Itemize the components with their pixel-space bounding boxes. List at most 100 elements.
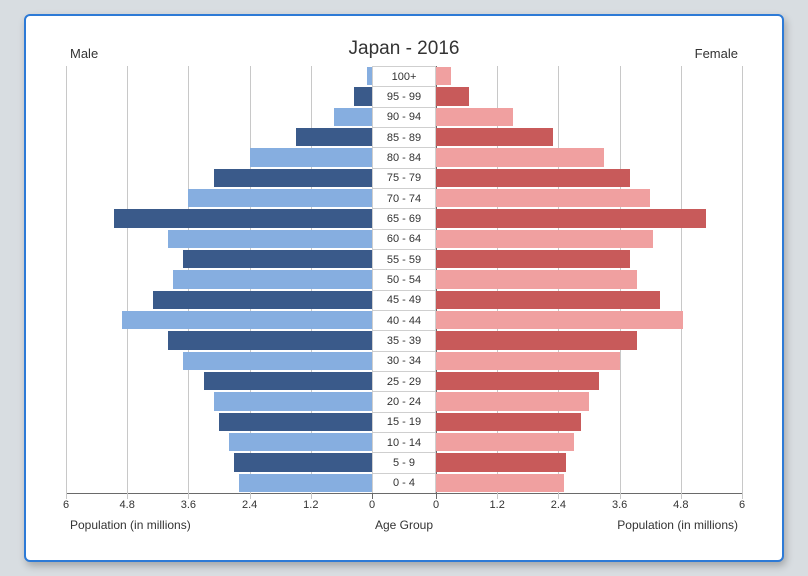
bar-row (436, 412, 742, 432)
age-group-label: 35 - 39 (372, 330, 436, 350)
chart-title: Japan - 2016 (66, 38, 742, 60)
bar-row (66, 330, 372, 350)
female-bar (436, 148, 604, 166)
female-bar (436, 270, 637, 288)
bar-row (436, 168, 742, 188)
male-bar (229, 433, 372, 451)
bar-row (66, 168, 372, 188)
bar-row (436, 473, 742, 493)
bar-row (66, 86, 372, 106)
female-bar (436, 87, 469, 105)
age-group-label: 90 - 94 (372, 107, 436, 127)
bar-row (436, 290, 742, 310)
male-bar (122, 311, 372, 329)
female-bar (436, 474, 564, 492)
age-group-label: 65 - 69 (372, 208, 436, 228)
female-bar (436, 230, 653, 248)
x-tick-label: 3.6 (612, 499, 627, 511)
female-bars (436, 66, 742, 493)
x-tick-label: 0 (433, 499, 439, 511)
bar-row (436, 147, 742, 167)
grid-tick (742, 66, 743, 499)
age-group-label: 45 - 49 (372, 290, 436, 310)
male-bar (296, 128, 373, 146)
female-label: Female (695, 46, 738, 61)
bar-row (436, 371, 742, 391)
x-tick-label: 1.2 (303, 499, 318, 511)
male-bar (219, 413, 372, 431)
x-tick-label: 2.4 (242, 499, 257, 511)
x-tick-label: 2.4 (551, 499, 566, 511)
female-bar (436, 189, 650, 207)
age-group-label: 20 - 24 (372, 391, 436, 411)
female-bar (436, 392, 589, 410)
female-bar (436, 433, 574, 451)
male-bar (204, 372, 372, 390)
bar-row (66, 310, 372, 330)
female-bar (436, 128, 553, 146)
age-group-label: 25 - 29 (372, 371, 436, 391)
female-bar (436, 67, 451, 85)
age-group-column: 100+95 - 9990 - 9485 - 8980 - 8475 - 797… (372, 66, 436, 493)
age-group-label: 100+ (372, 66, 436, 86)
bar-row (436, 208, 742, 228)
bar-row (436, 107, 742, 127)
x-axis-label-right: Population (in millions) (617, 518, 738, 532)
female-bar (436, 352, 620, 370)
male-bar (239, 474, 372, 492)
age-group-label: 95 - 99 (372, 86, 436, 106)
bar-row (66, 351, 372, 371)
x-axis-labels-female: 01.22.43.64.86 (436, 499, 742, 515)
male-bar (183, 250, 372, 268)
female-bar (436, 453, 566, 471)
bar-row (66, 66, 372, 86)
male-bar (188, 189, 372, 207)
x-tick-label: 6 (739, 499, 745, 511)
bar-row (436, 127, 742, 147)
x-tick-label: 4.8 (120, 499, 135, 511)
female-bar (436, 372, 599, 390)
plot-area: Japan - 2016 Male Female 100+95 - 9990 -… (66, 36, 742, 494)
male-bar (168, 230, 372, 248)
female-bar (436, 413, 581, 431)
male-bar (183, 352, 372, 370)
age-group-label: 10 - 14 (372, 432, 436, 452)
bar-row (436, 66, 742, 86)
female-bar (436, 108, 513, 126)
bar-row (436, 452, 742, 472)
bar-row (66, 127, 372, 147)
age-group-label: 60 - 64 (372, 229, 436, 249)
bar-row (436, 249, 742, 269)
bar-row (66, 269, 372, 289)
female-bar (436, 311, 683, 329)
chart-frame: Japan - 2016 Male Female 100+95 - 9990 -… (24, 14, 784, 562)
x-tick-label: 0 (369, 499, 375, 511)
bar-row (436, 269, 742, 289)
x-tick-label: 4.8 (673, 499, 688, 511)
bar-row (66, 412, 372, 432)
bar-row (66, 107, 372, 127)
axis-captions: Population (in millions) Age Group Popul… (66, 518, 742, 538)
male-label: Male (70, 46, 98, 61)
male-bar (114, 209, 372, 227)
age-group-label: 80 - 84 (372, 147, 436, 167)
age-group-label: 30 - 34 (372, 351, 436, 371)
female-bar (436, 291, 660, 309)
male-bar (334, 108, 372, 126)
age-group-label: 70 - 74 (372, 188, 436, 208)
female-bar (436, 250, 630, 268)
bar-row (66, 188, 372, 208)
male-bar (153, 291, 372, 309)
female-bar (436, 331, 637, 349)
bar-row (66, 371, 372, 391)
male-bar (234, 453, 372, 471)
bar-row (66, 229, 372, 249)
bar-row (436, 188, 742, 208)
x-tick-label: 6 (63, 499, 69, 511)
bar-row (66, 249, 372, 269)
bar-row (66, 208, 372, 228)
bar-row (436, 351, 742, 371)
male-bar (250, 148, 372, 166)
age-group-label: 55 - 59 (372, 249, 436, 269)
bar-row (66, 432, 372, 452)
